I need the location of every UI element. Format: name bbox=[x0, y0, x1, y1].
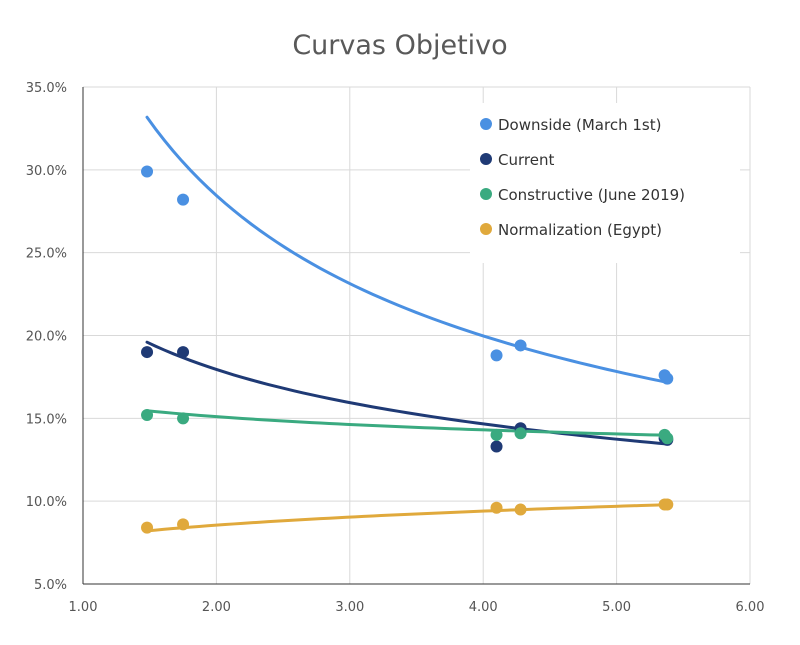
x-tick-label: 6.00 bbox=[736, 600, 765, 615]
legend-marker bbox=[480, 118, 492, 130]
trendline-series-1 bbox=[145, 115, 669, 384]
x-tick-label: 2.00 bbox=[202, 600, 231, 615]
data-point-series-2 bbox=[177, 346, 190, 359]
data-point-series-4 bbox=[177, 518, 190, 531]
axes: 5.0% 10.0% 15.0% 20.0% 25.0% 30.0% 35.0% 1.00 2.… bbox=[26, 81, 765, 615]
data-point-series-3 bbox=[514, 427, 527, 440]
x-tick-label: 1.00 bbox=[69, 600, 98, 615]
data-point-series-1 bbox=[490, 349, 503, 362]
y-tick-label: 5.0% bbox=[34, 578, 67, 593]
legend-label: Current bbox=[498, 151, 554, 169]
data-point-series-1 bbox=[141, 165, 154, 178]
trendline-series-3 bbox=[145, 409, 669, 437]
x-tick-label: 3.00 bbox=[335, 600, 364, 615]
data-point-series-4 bbox=[141, 521, 154, 534]
legend-label: Downside (March 1st) bbox=[498, 116, 661, 134]
data-points bbox=[141, 165, 674, 534]
legend: Downside (March 1st) Current Constructive … bbox=[470, 103, 740, 263]
data-point-series-4 bbox=[514, 503, 527, 516]
data-point-series-2 bbox=[490, 440, 503, 453]
data-point-series-1 bbox=[514, 339, 527, 352]
y-tick-label: 20.0% bbox=[26, 330, 67, 345]
y-tick-label: 15.0% bbox=[26, 412, 67, 427]
data-point-series-3 bbox=[490, 428, 503, 441]
y-tick-label: 25.0% bbox=[26, 247, 67, 262]
legend-marker bbox=[480, 188, 492, 200]
x-tick-label: 4.00 bbox=[469, 600, 498, 615]
legend-label: Normalization (Egypt) bbox=[498, 221, 662, 239]
x-tick-label: 5.00 bbox=[602, 600, 631, 615]
y-tick-label: 35.0% bbox=[26, 81, 67, 96]
trendline-series-2 bbox=[145, 340, 669, 446]
chart-title: Curvas Objetivo bbox=[292, 30, 507, 61]
legend-label: Constructive (June 2019) bbox=[498, 186, 685, 204]
y-tick-label: 10.0% bbox=[26, 495, 67, 510]
data-point-series-3 bbox=[661, 432, 674, 445]
data-point-series-3 bbox=[177, 412, 190, 425]
y-tick-label: 30.0% bbox=[26, 164, 67, 179]
legend-marker bbox=[480, 223, 492, 235]
trendline-series-4 bbox=[145, 503, 669, 533]
data-point-series-4 bbox=[490, 501, 503, 514]
data-point-series-2 bbox=[141, 346, 154, 359]
data-point-series-1 bbox=[177, 193, 190, 206]
data-point-series-4 bbox=[661, 498, 674, 511]
legend-background bbox=[470, 103, 740, 263]
data-point-series-3 bbox=[141, 409, 154, 422]
trendlines bbox=[145, 115, 669, 533]
legend-marker bbox=[480, 153, 492, 165]
data-point-series-1 bbox=[661, 372, 674, 385]
